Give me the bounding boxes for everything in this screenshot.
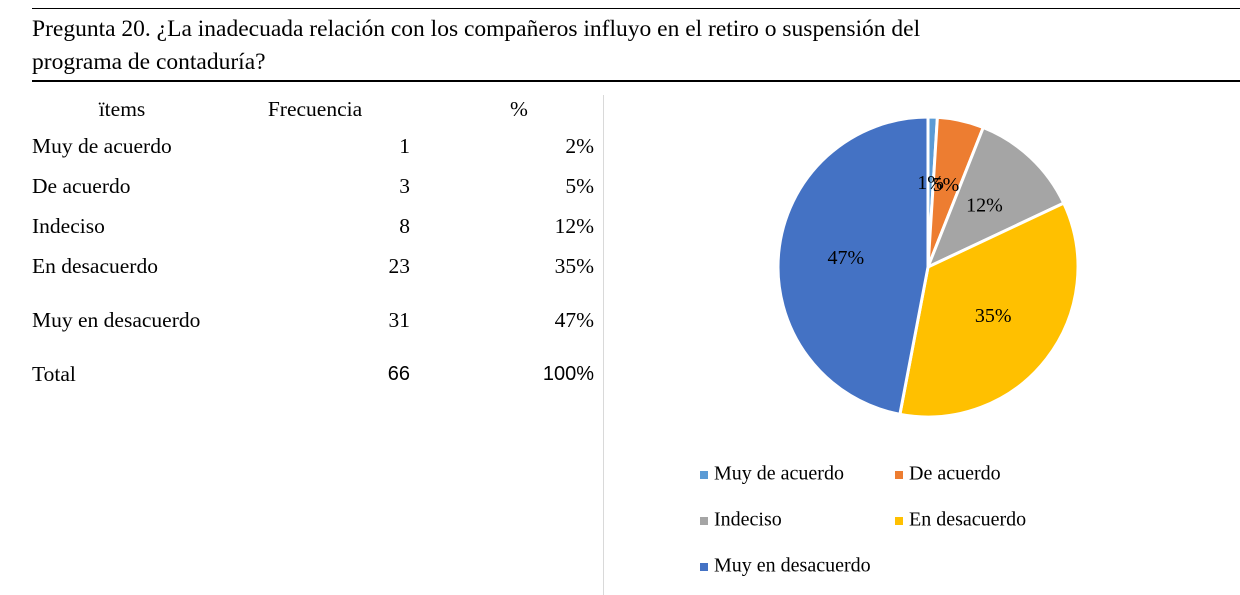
table-cell: 23	[388, 253, 411, 278]
table-cell: 1	[399, 133, 410, 158]
table-row: ïtems Frecuencia%	[28, 92, 598, 126]
data-label: 47%	[828, 247, 865, 269]
table-row: Muy de acuerdo 1 2%	[28, 126, 598, 166]
legend-marker	[895, 517, 903, 525]
table-cell: 8	[399, 213, 410, 238]
pie-slice	[898, 201, 1080, 419]
legend-marker	[895, 471, 903, 479]
table-cell: 66	[387, 362, 410, 385]
table-cell: Muy de acuerdo	[32, 134, 172, 158]
table-cell: Total	[32, 362, 76, 386]
legend-label: Muy de acuerdo	[714, 463, 844, 485]
legend-label: De acuerdo	[909, 463, 1001, 485]
title-line: Pregunta 20. ¿La inadecuada relación con…	[32, 16, 921, 42]
table-cell: De acuerdo	[32, 174, 131, 198]
pie-slice	[776, 115, 930, 417]
table-cell: %	[510, 96, 528, 121]
title: Pregunta 20. ¿La inadecuada relación con…	[32, 8, 1240, 82]
divider	[603, 95, 604, 595]
table-row: Total 66 100%	[28, 354, 598, 394]
table-cell: 2%	[565, 133, 594, 158]
legend-label: En desacuerdo	[909, 509, 1026, 531]
table-row: Muy en desacuerdo 31 47%	[28, 286, 598, 354]
legend-marker	[700, 471, 708, 479]
table-cell: 35%	[554, 253, 594, 278]
table-cell: 12%	[554, 213, 594, 238]
table-cell: ïtems	[98, 97, 146, 121]
data-label: 12%	[966, 194, 1003, 216]
table-cell: 3	[399, 173, 410, 198]
legend-label: Muy en desacuerdo	[714, 555, 871, 577]
table-row: En desacuerdo 23 35%	[28, 246, 598, 286]
title-line: programa de contaduría?	[32, 49, 266, 75]
table-cell: 5%	[565, 173, 594, 198]
table: ïtems Frecuencia% Muy de acuerdo 1 2% De acue…	[28, 92, 598, 394]
data-label: 5%	[933, 174, 960, 196]
table-cell: Muy en desacuerdo	[32, 308, 201, 332]
legend-marker	[700, 517, 708, 525]
data-label: 35%	[975, 305, 1012, 327]
table-row: De acuerdo 3 5%	[28, 166, 598, 206]
legend-label: Indeciso	[714, 509, 782, 531]
table-row: Indeciso 8 12%	[28, 206, 598, 246]
table-cell: 31	[388, 307, 411, 332]
table-cell: En desacuerdo	[32, 254, 158, 278]
table-cell: Indeciso	[32, 214, 105, 238]
table-cell: 100%	[542, 362, 594, 385]
data-label: 1%	[917, 172, 944, 194]
pie-slice	[925, 125, 1066, 270]
legend-marker	[700, 563, 708, 571]
table-cell: Frecuencia	[267, 96, 363, 121]
table-cell: 47%	[554, 307, 594, 332]
